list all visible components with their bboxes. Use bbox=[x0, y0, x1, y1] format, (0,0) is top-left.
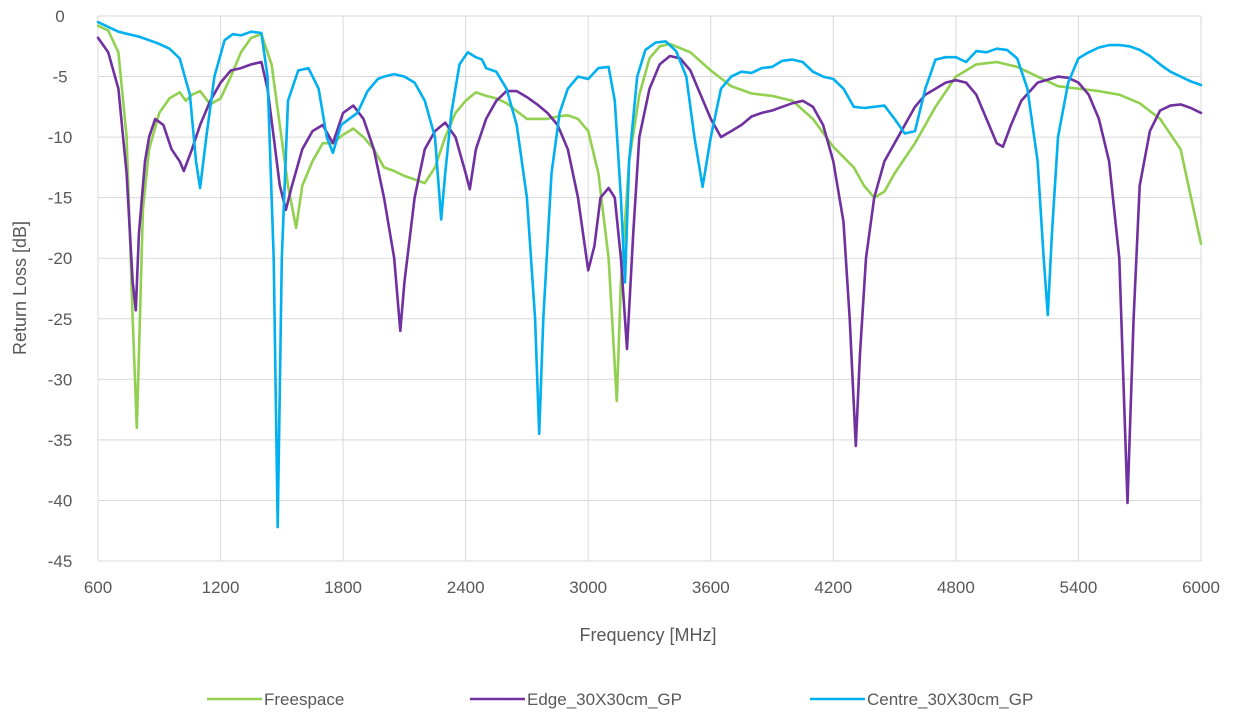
x-tick-label: 1800 bbox=[324, 578, 362, 597]
legend-item: Freespace bbox=[207, 690, 344, 709]
gridlines bbox=[97, 15, 1202, 562]
y-tick-label: -5 bbox=[52, 68, 67, 87]
x-tick-label: 3000 bbox=[569, 578, 607, 597]
y-tick-label: -40 bbox=[48, 491, 73, 510]
legend-label: Freespace bbox=[264, 690, 344, 709]
series-line-centre-30x30cm-gp bbox=[96, 20, 1203, 529]
x-axis-ticks: 600 1200 1800 2400 3000 3600 4200 4800 5400 6000 bbox=[84, 578, 1220, 597]
y-tick-label: -45 bbox=[48, 552, 73, 571]
x-tick-label: 3600 bbox=[692, 578, 730, 597]
legend: Freespace Edge_30X30cm_GP Centre_30X30cm_G… bbox=[207, 690, 1033, 709]
x-tick-label: 2400 bbox=[447, 578, 485, 597]
x-axis-title: Frequency [MHz] bbox=[579, 625, 716, 645]
y-tick-label: -15 bbox=[48, 189, 73, 208]
x-tick-label: 1200 bbox=[202, 578, 240, 597]
y-tick-label: -10 bbox=[48, 128, 73, 147]
series-line-edge-30x30cm-gp bbox=[96, 36, 1203, 505]
legend-label: Edge_30X30cm_GP bbox=[527, 690, 682, 709]
y-tick-label: 0 bbox=[55, 7, 64, 26]
y-axis-title: Return Loss [dB] bbox=[10, 221, 30, 355]
x-tick-label: 4200 bbox=[814, 578, 852, 597]
x-tick-label: 6000 bbox=[1182, 578, 1220, 597]
x-tick-label: 5400 bbox=[1060, 578, 1098, 597]
x-tick-label: 600 bbox=[84, 578, 112, 597]
x-tick-label: 4800 bbox=[937, 578, 975, 597]
legend-item: Centre_30X30cm_GP bbox=[810, 690, 1033, 709]
y-tick-label: -20 bbox=[48, 249, 73, 268]
y-axis-ticks: 0 -5 -10 -15 -20 -25 -30 -35 -40 -45 bbox=[48, 7, 73, 571]
y-tick-label: -35 bbox=[48, 431, 73, 450]
y-tick-label: -30 bbox=[48, 370, 73, 389]
y-tick-label: -25 bbox=[48, 310, 73, 329]
legend-item: Edge_30X30cm_GP bbox=[470, 690, 682, 709]
legend-label: Centre_30X30cm_GP bbox=[867, 690, 1033, 709]
series-lines bbox=[96, 20, 1203, 529]
